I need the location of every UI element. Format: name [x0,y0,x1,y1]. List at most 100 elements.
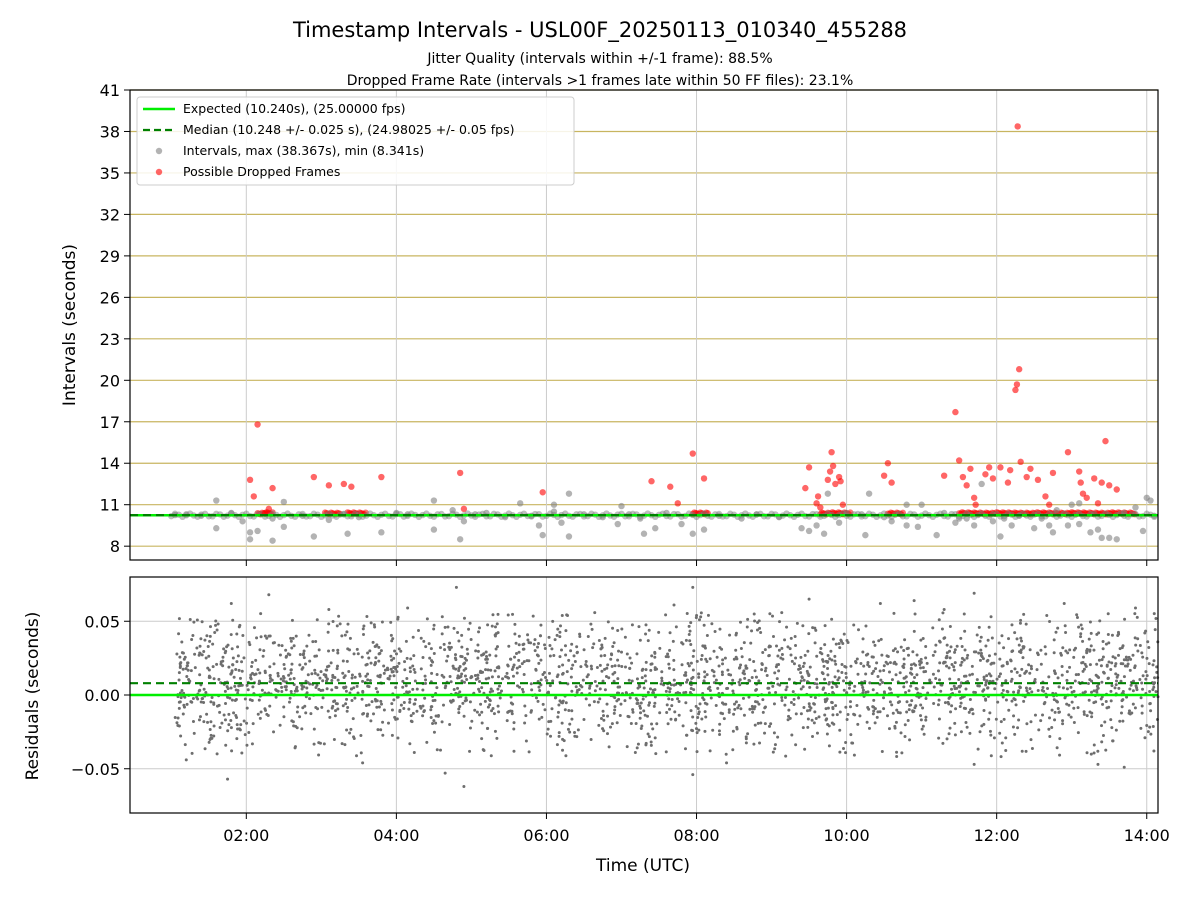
residual-point [399,703,403,707]
residual-point [511,702,515,706]
residual-point [706,687,710,691]
interval-point [914,523,922,531]
residual-point [292,676,296,680]
residual-point [496,687,500,691]
residual-point [468,700,472,704]
residual-point [1122,675,1126,679]
residual-point [727,708,731,712]
residual-point [703,710,707,714]
residual-point [523,721,527,725]
residual-point [858,714,862,718]
residual-point [970,664,974,668]
residual-point [452,687,456,691]
residual-point [374,687,378,691]
residual-point [734,648,738,652]
residual-point [573,660,577,664]
residual-point [899,645,903,649]
residual-point [440,615,444,619]
residual-point [750,707,754,711]
residual-point [486,726,490,730]
residual-point [605,732,609,736]
residual-point [939,689,943,693]
residual-point [377,705,381,709]
residual-point [900,751,904,755]
residual-point [561,671,565,675]
residual-point [826,666,830,670]
residual-point [1072,648,1076,652]
residual-point [177,671,181,675]
residual-point [1107,641,1111,645]
residual-point [1096,749,1100,753]
residual-point [186,661,190,665]
residual-point [902,657,906,661]
residual-point [362,711,366,715]
residual-point [388,674,392,678]
residual-point [579,665,583,669]
residual-point [651,691,655,695]
residual-point [966,653,970,657]
residual-point [757,679,761,683]
residual-point [856,672,860,676]
residual-point [844,705,848,709]
residual-point [1117,686,1121,690]
residual-point [680,663,684,667]
residual-point [408,700,412,704]
residual-point [977,651,981,655]
residual-point [1089,644,1093,648]
residual-point [982,722,986,726]
residual-point [780,698,784,702]
residual-point [201,696,205,700]
legend: Expected (10.240s), (25.00000 fps)Median… [136,96,575,186]
residual-point [241,633,245,637]
residual-point [190,637,194,641]
residual-point [1048,734,1052,738]
residual-point [578,632,582,636]
interval-point [1038,515,1045,522]
residual-point [913,706,917,710]
residual-point [1018,685,1022,689]
residual-point [924,656,928,660]
residual-point [1017,643,1021,647]
residual-point [1088,649,1092,653]
residual-point [1080,627,1084,631]
residual-point [664,689,668,693]
residual-point [613,705,617,709]
residual-point [348,691,352,695]
residual-point [228,696,232,700]
residual-point [555,743,559,747]
residual-point [438,646,442,650]
residual-point [390,639,394,643]
residual-point [895,755,899,759]
residual-point [395,665,399,669]
residual-point [868,681,872,685]
residual-point [365,615,369,619]
residual-point [898,711,902,715]
residual-point [331,648,335,652]
residual-point [449,680,453,684]
residual-point [258,648,262,652]
residual-point [1138,677,1142,681]
residual-point [653,701,657,705]
residual-point [986,658,990,662]
residual-point [369,661,373,665]
residual-point [208,639,212,643]
residual-point [1002,717,1006,721]
residual-point [1006,690,1010,694]
residual-point [660,670,664,674]
intervals-y-tick-label: 23 [100,330,120,349]
residual-point [180,640,184,644]
residual-point [449,645,453,649]
residual-point [1059,651,1063,655]
residual-point [568,730,572,734]
residual-point [625,745,629,749]
residual-point [593,689,597,693]
intervals-plot-frame [129,89,1159,561]
residual-point [792,697,796,701]
residual-point [937,736,941,740]
residual-point [289,639,293,643]
residual-point [789,700,793,704]
residual-point [694,721,698,725]
residual-point [875,715,879,719]
residual-point [202,650,206,654]
dropped-frame-point [828,448,835,456]
